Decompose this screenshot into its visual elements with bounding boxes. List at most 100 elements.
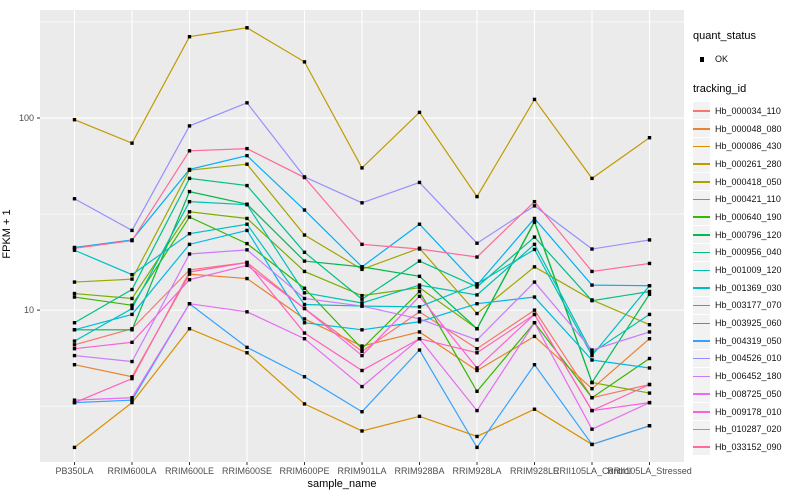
data-point — [647, 135, 652, 140]
data-point — [360, 297, 364, 301]
data-point — [475, 255, 479, 259]
data-point — [302, 286, 307, 290]
data-point — [532, 216, 537, 221]
legend-item-Hb_004319_050: Hb_004319_050 — [693, 332, 799, 350]
legend-item-label: Hb_009178_010 — [715, 406, 782, 417]
data-point — [245, 153, 249, 158]
legend-item-Hb_004526_010: Hb_004526_010 — [693, 349, 799, 368]
legend-key-box — [693, 296, 710, 314]
x-tick-label: PB350LA — [55, 466, 93, 476]
data-point — [245, 310, 249, 314]
y-axis-title: FPKM + 1 — [1, 209, 13, 259]
data-point — [590, 386, 594, 391]
legend-item-Hb_000048_080: Hb_000048_080 — [693, 120, 799, 138]
legend-item-label: Hb_003177_070 — [715, 300, 782, 311]
data-point — [302, 337, 307, 341]
data-point — [532, 199, 537, 204]
data-point — [417, 348, 422, 352]
legend-item-Hb_003925_060: Hb_003925_060 — [693, 314, 799, 332]
data-point — [590, 247, 594, 251]
data-point — [72, 445, 77, 450]
legend-item-Hb_000086_430: Hb_000086_430 — [693, 137, 799, 155]
data-point — [360, 304, 364, 308]
y-tick-label: 100 — [19, 113, 34, 123]
legend-key-box — [693, 420, 710, 438]
data-point — [417, 285, 422, 290]
data-point — [417, 305, 422, 309]
data-point — [187, 252, 192, 256]
data-point — [245, 351, 249, 355]
x-tick-label: RRIM600SE — [222, 466, 272, 476]
legend-item-label: Hb_000048_080 — [715, 123, 782, 134]
data-point — [302, 317, 307, 321]
legend-key-box — [693, 226, 710, 244]
data-point — [590, 408, 594, 413]
x-tick-label: RRIM928BA — [394, 466, 444, 476]
data-point — [72, 197, 77, 201]
data-point — [475, 338, 479, 342]
data-point — [647, 261, 652, 266]
data-point — [417, 110, 422, 115]
data-point — [590, 358, 594, 362]
data-point — [360, 353, 364, 358]
data-point — [245, 101, 249, 105]
legend-key-line-icon — [693, 411, 710, 413]
data-point — [647, 330, 652, 334]
x-tick-label: RRII105LA_Stressed — [607, 466, 692, 476]
legend-item-label: Hb_006452_180 — [715, 371, 782, 382]
data-point — [187, 35, 192, 39]
legend-item-label: Hb_010287_020 — [715, 424, 782, 435]
data-point — [130, 238, 134, 243]
data-point — [417, 259, 422, 263]
data-point — [417, 337, 422, 341]
data-point — [532, 235, 537, 239]
legend-tracking-id-title: tracking_id — [693, 83, 747, 95]
x-tick-label: RRIM928LE — [510, 466, 559, 476]
data-point — [647, 337, 652, 341]
data-point — [72, 353, 77, 358]
legend-item-Hb_000640_190: Hb_000640_190 — [693, 208, 799, 226]
data-point — [187, 215, 192, 219]
data-point — [245, 276, 249, 281]
legend-key-box — [693, 261, 710, 279]
data-point — [187, 327, 192, 331]
data-point — [72, 291, 77, 296]
legend-item-label: Hb_000796_120 — [715, 229, 782, 240]
data-point — [360, 301, 364, 305]
data-point — [590, 269, 594, 274]
legend-key-line-icon — [693, 145, 710, 148]
data-point — [532, 204, 537, 208]
data-point — [130, 303, 134, 307]
data-point — [532, 334, 537, 339]
data-point — [302, 306, 307, 311]
data-point — [417, 414, 422, 419]
data-point — [72, 248, 77, 252]
legend-key-line-icon — [693, 393, 710, 395]
legend-item-label: OK — [715, 54, 729, 64]
legend-key-box — [693, 102, 710, 120]
x-tick-label: RRII105LA_Control — [553, 466, 631, 476]
legend-key-line-icon — [693, 198, 710, 201]
data-point — [245, 26, 249, 30]
legend-key-box — [693, 243, 710, 261]
legend-key-box — [693, 385, 710, 403]
data-point — [475, 346, 479, 351]
data-point — [532, 280, 537, 284]
data-point — [130, 398, 134, 402]
data-point — [417, 330, 422, 334]
data-point — [590, 427, 594, 431]
x-tick-label: RRIM600LA — [107, 466, 156, 476]
data-point — [302, 269, 307, 274]
x-axis-title: sample_name — [307, 478, 377, 490]
data-point — [130, 272, 134, 277]
data-point — [360, 429, 364, 433]
data-point — [302, 60, 307, 64]
data-point — [302, 402, 307, 406]
data-point — [475, 327, 479, 331]
data-point — [130, 287, 134, 292]
legend-key-box — [693, 403, 710, 421]
data-point — [590, 353, 594, 358]
data-point — [647, 382, 652, 387]
data-point — [647, 356, 652, 361]
data-point — [417, 320, 422, 324]
